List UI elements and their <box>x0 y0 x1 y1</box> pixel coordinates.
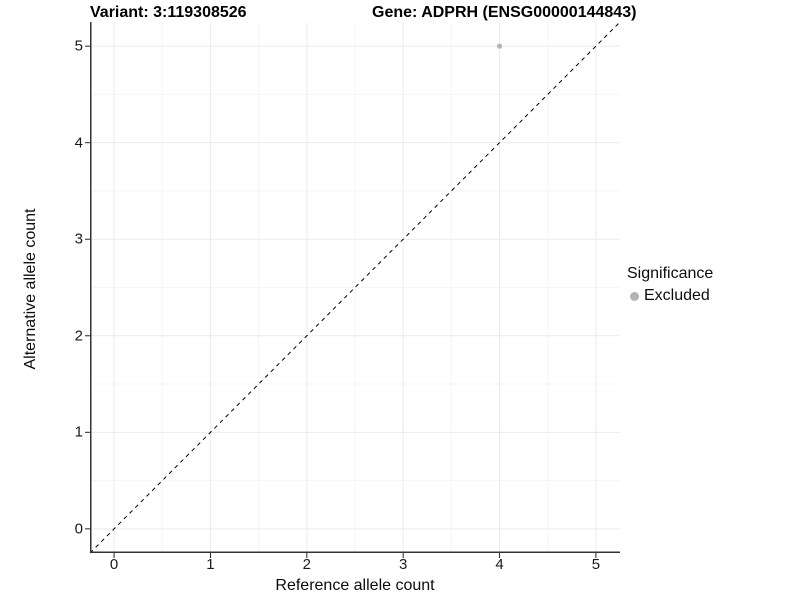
y-tick-label: 3 <box>74 230 83 248</box>
plot-panel <box>85 21 621 558</box>
legend-item-label: Excluded <box>644 287 710 304</box>
x-tick-label: 5 <box>591 556 601 573</box>
gene-title: Gene: ADPRH (ENSG00000144843) <box>372 4 637 21</box>
data-point <box>496 43 503 49</box>
y-tick-label: 1 <box>74 423 83 441</box>
y-tick-label: 4 <box>74 134 83 152</box>
x-tick-label: 0 <box>109 556 119 573</box>
x-tick-label: 1 <box>206 556 215 573</box>
x-tick-label: 3 <box>399 556 408 573</box>
y-tick-label: 0 <box>74 520 83 538</box>
x-tick-label: 2 <box>302 556 311 573</box>
variant-title: Variant: 3:119308526 <box>90 4 247 21</box>
legend-title: Significance <box>627 265 714 282</box>
y-tick-label: 5 <box>74 37 83 55</box>
x-tick-label: 4 <box>495 556 504 573</box>
identity-line <box>89 21 621 554</box>
legend: Significance Excluded <box>627 265 713 305</box>
legend-item-excluded: Excluded <box>630 287 713 305</box>
y-tick-label: 2 <box>74 327 83 345</box>
excluded-dot-icon <box>630 291 639 301</box>
x-axis-title: Reference allele count <box>275 577 435 594</box>
y-axis-title: Alternative allele count <box>22 208 39 370</box>
